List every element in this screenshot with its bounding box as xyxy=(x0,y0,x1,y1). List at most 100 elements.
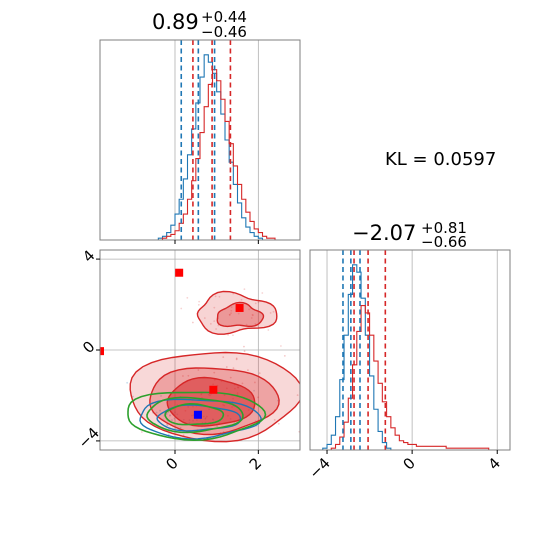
truth-marker-blue-0 xyxy=(193,410,202,419)
sample-point xyxy=(230,309,233,312)
sample-point xyxy=(240,298,243,301)
sample-point xyxy=(173,417,176,420)
sample-point xyxy=(241,382,244,385)
histogram-red xyxy=(100,69,300,240)
sample-point xyxy=(248,308,250,311)
sample-point xyxy=(257,396,260,399)
sample-point xyxy=(216,425,219,428)
x-ticks xyxy=(174,240,259,244)
y-tick-label-1: 0 xyxy=(79,337,98,356)
sample-point xyxy=(247,369,249,372)
sample-point xyxy=(243,350,246,353)
grid xyxy=(100,250,300,450)
histogram-red xyxy=(310,305,510,450)
sample-point xyxy=(358,388,360,390)
panel-marginal-param-1 xyxy=(99,39,301,244)
sample-point xyxy=(267,329,270,331)
sample-point xyxy=(140,431,143,433)
sample-point xyxy=(272,310,275,313)
sample-point xyxy=(197,369,200,371)
green-contour-0 xyxy=(127,391,267,442)
sample-point xyxy=(203,317,206,319)
green-contour-1 xyxy=(146,396,244,434)
sample-point xyxy=(232,334,234,337)
sample-point xyxy=(253,389,255,392)
title-param-1: 0.89 +0.44 −0.46 xyxy=(152,8,247,41)
sample-point xyxy=(258,372,261,375)
sample-point xyxy=(254,302,257,305)
sample-point xyxy=(166,424,169,427)
quantile-lines xyxy=(342,250,387,450)
sample-point xyxy=(213,371,216,374)
sample-point xyxy=(179,426,182,429)
sample-point xyxy=(296,394,299,397)
sample-point xyxy=(230,312,232,315)
sample-point xyxy=(160,395,162,397)
x-tick-label-1: 2 xyxy=(246,454,265,473)
sample-point xyxy=(261,292,264,294)
sample-point xyxy=(213,306,216,309)
sample-point xyxy=(186,296,189,299)
sample-point xyxy=(198,300,201,303)
panel-marginal-param-2: −4 0 4 xyxy=(305,249,511,482)
truth-marker-red-0 xyxy=(175,268,184,277)
axes-frame xyxy=(309,249,511,451)
sample-point xyxy=(166,423,168,426)
sample-point xyxy=(197,303,200,306)
sample-point xyxy=(232,367,235,370)
title-lower-error: −0.46 xyxy=(201,23,247,41)
title-upper-error: +0.81 xyxy=(421,219,467,237)
title-median: −2.07 xyxy=(352,221,416,245)
red-secondary-contour-1 xyxy=(216,301,265,328)
sample-point xyxy=(251,314,254,317)
sample-point xyxy=(218,295,221,298)
sample-point xyxy=(167,433,170,436)
y-tick-label-0: −4 xyxy=(75,424,103,452)
truth-marker-red-1 xyxy=(235,303,244,312)
sample-point xyxy=(235,357,238,360)
sample-point xyxy=(243,288,246,291)
x-tick-label-0: 0 xyxy=(162,454,181,473)
panel-joint: 0 2 −4 0 4 xyxy=(75,247,360,474)
sample-point xyxy=(222,356,225,359)
sample-point xyxy=(254,323,257,325)
red-contour-2 xyxy=(166,376,256,427)
sample-point xyxy=(235,358,238,361)
x-tick-label-0: −4 xyxy=(305,454,333,482)
sample-point xyxy=(257,301,260,304)
sample-point xyxy=(132,395,134,398)
sample-point xyxy=(187,374,190,377)
grid xyxy=(326,250,498,450)
histograms xyxy=(100,54,300,240)
sample-point xyxy=(155,411,158,414)
sample-point xyxy=(191,321,194,324)
sample-point xyxy=(225,366,228,368)
y-tick-label-2: 4 xyxy=(79,247,98,266)
sample-point xyxy=(237,312,240,315)
sample-point xyxy=(159,409,161,412)
histogram-blue xyxy=(100,54,300,240)
sample-point xyxy=(269,312,272,314)
sample-point xyxy=(230,306,233,309)
sample-point xyxy=(171,419,173,421)
histograms xyxy=(310,264,510,450)
blue-contour-0 xyxy=(139,398,262,440)
axes-frame xyxy=(99,39,301,241)
quantile-lines xyxy=(180,40,232,240)
sample-point xyxy=(209,322,212,325)
sample-point xyxy=(277,422,280,425)
sample-point xyxy=(213,320,216,323)
sample-point xyxy=(215,328,218,330)
sample-point xyxy=(283,354,286,357)
sample-point xyxy=(180,307,183,310)
sample-point xyxy=(243,345,245,348)
title-upper-error: +0.44 xyxy=(201,8,247,26)
sample-point xyxy=(169,414,171,417)
sample-point xyxy=(182,375,184,377)
contours xyxy=(127,290,300,443)
red-secondary-contour-0 xyxy=(196,290,278,335)
truth-marker-red-3 xyxy=(100,347,104,356)
sample-point xyxy=(273,418,276,421)
sample-point xyxy=(245,323,248,326)
